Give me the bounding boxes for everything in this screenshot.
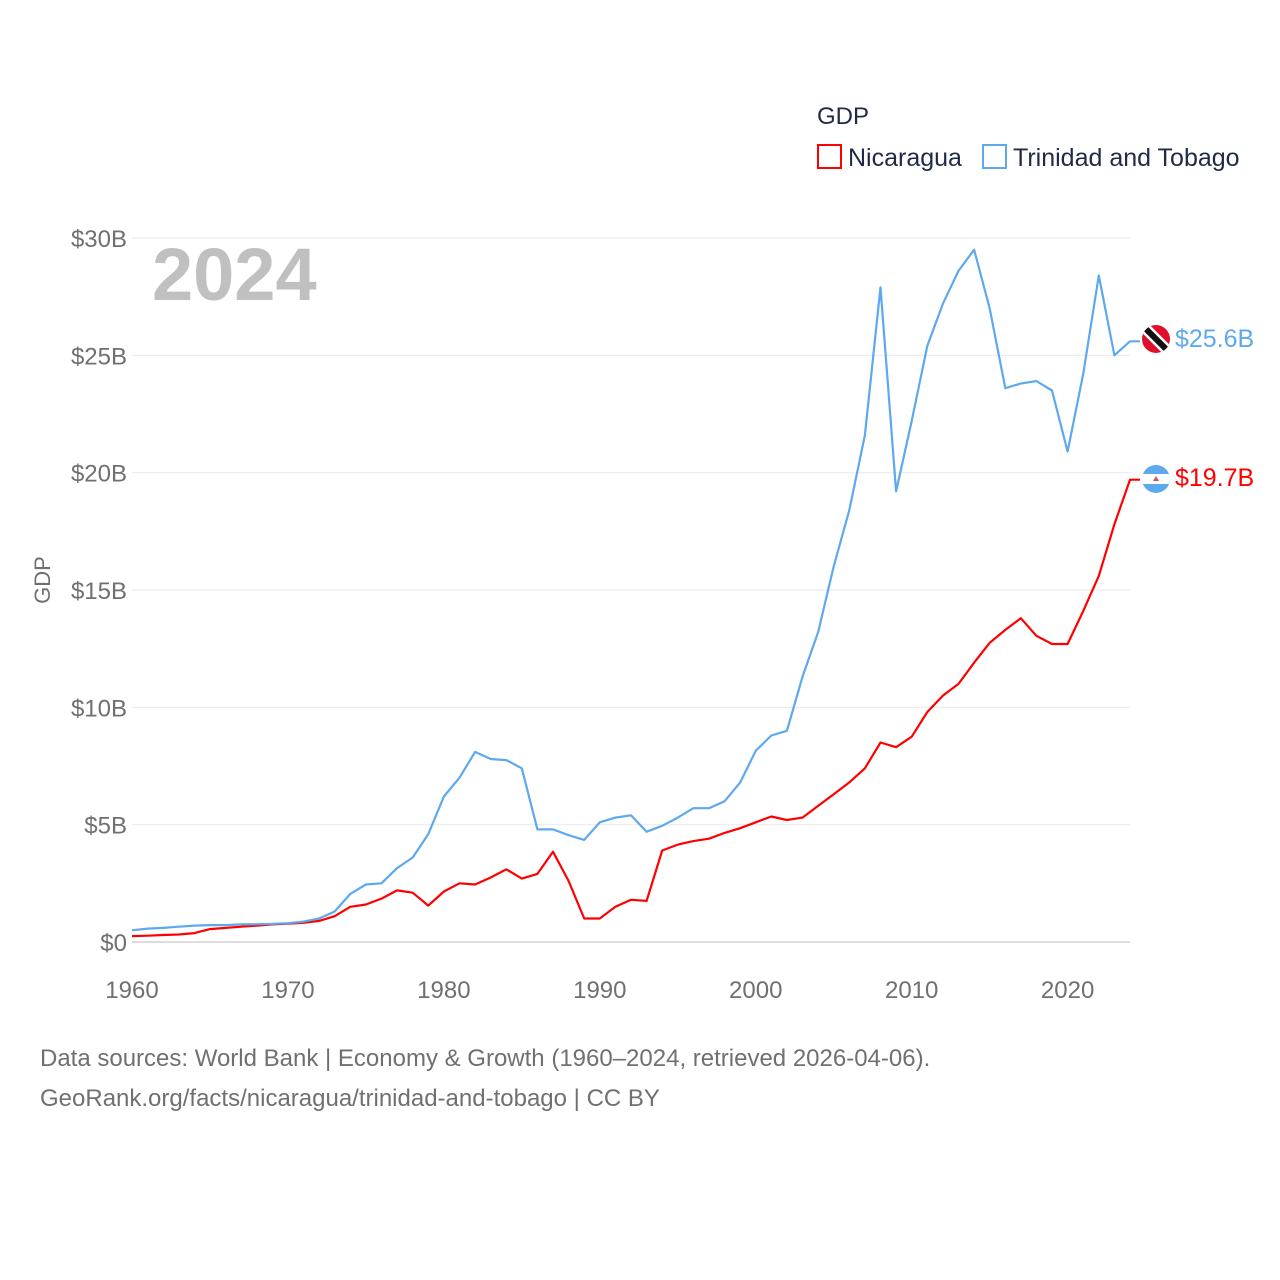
y-tick-label: $10B [71, 695, 127, 722]
y-tick-label: $15B [71, 578, 127, 605]
legend-swatch [982, 144, 1007, 169]
x-tick-label: 2020 [1041, 977, 1094, 1004]
x-tick-label: 1980 [417, 977, 470, 1004]
legend-label: Nicaragua [848, 144, 962, 172]
x-tick-label: 2010 [885, 977, 938, 1004]
x-tick-label: 1990 [573, 977, 626, 1004]
end-label-trinidad: $25.6B [1175, 325, 1254, 353]
y-tick-label: $25B [71, 343, 127, 370]
x-tick-label: 2000 [729, 977, 782, 1004]
legend-label: Trinidad and Tobago [1013, 144, 1240, 172]
x-tick-label: 1960 [105, 977, 158, 1004]
legend-title: GDP [817, 103, 869, 130]
legend-item-nicaragua[interactable]: Nicaragua [817, 144, 962, 172]
y-tick-label: $0 [100, 930, 127, 957]
y-axis-label: GDP [30, 556, 55, 604]
end-label-nicaragua: $19.7B [1175, 464, 1254, 492]
y-tick-label: $30B [71, 226, 127, 253]
legend-item-trinidad-and-tobago[interactable]: Trinidad and Tobago [982, 144, 1240, 172]
nicaragua-flag-icon [1142, 465, 1170, 493]
source-link[interactable]: GeoRank.org/facts/nicaragua/trinidad-and… [40, 1085, 660, 1112]
legend-swatch [817, 144, 842, 169]
data-source-text: Data sources: World Bank | Economy & Gro… [40, 1045, 931, 1072]
year-watermark: 2024 [152, 233, 317, 316]
series-line-trinidad-and-tobago [131, 248, 1140, 932]
y-tick-label: $20B [71, 461, 127, 488]
trinidad-flag-icon [1142, 325, 1170, 353]
x-tick-label: 1970 [261, 977, 314, 1004]
y-tick-label: $5B [84, 813, 127, 840]
